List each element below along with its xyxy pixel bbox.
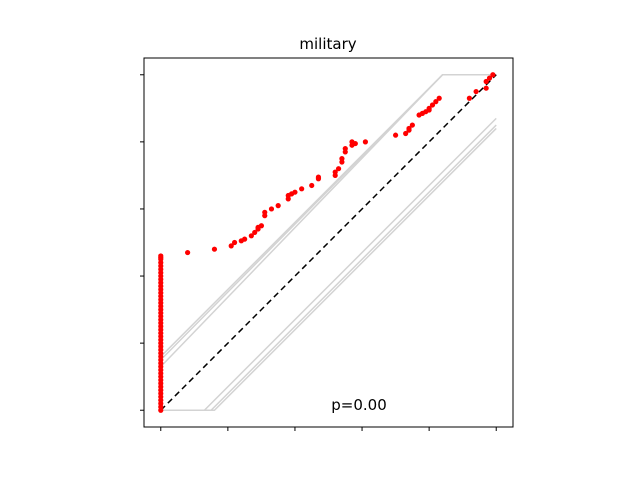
reference-band-line [160,117,497,411]
identity-diagonal [160,74,497,411]
chart-title: military [299,35,356,53]
data-point [275,203,281,209]
data-point [262,209,268,215]
data-point [490,72,496,78]
data-point [362,139,368,145]
data-point [473,88,479,95]
data-point [268,206,275,212]
data-point [406,125,412,132]
data-point [392,132,399,138]
data-point [436,95,442,101]
data-point [352,140,358,147]
x-axis-ticks [160,427,497,431]
data-point [299,186,305,192]
scatter-points [158,72,496,413]
data-point [252,229,258,236]
data-point [332,169,338,175]
data-point [339,156,345,162]
data-point [242,236,248,242]
data-point [433,99,439,105]
data-point [483,78,489,85]
data-point [483,85,489,91]
reference-bands [160,74,497,411]
data-point [486,75,493,81]
data-point [409,122,415,128]
data-point [228,243,234,249]
data-point [426,105,432,111]
data-point [292,189,298,195]
data-point [231,239,238,246]
p-value-annotation: p=0.00 [331,396,387,414]
axes-frame [143,57,514,428]
data-point [335,166,342,172]
data-point [158,253,164,259]
data-point [342,145,348,152]
data-point [403,130,409,137]
reference-band-line [160,127,497,411]
data-point [258,223,265,229]
data-point [248,233,254,239]
reference-band-line [160,74,497,361]
data-point [466,95,472,101]
data-point [315,174,322,180]
reference-band-line [160,74,497,358]
y-axis-ticks [140,74,144,411]
data-point [211,246,218,252]
data-point [185,249,191,256]
data-point [429,102,436,108]
data-point [309,182,315,189]
reference-band-line [160,74,497,368]
